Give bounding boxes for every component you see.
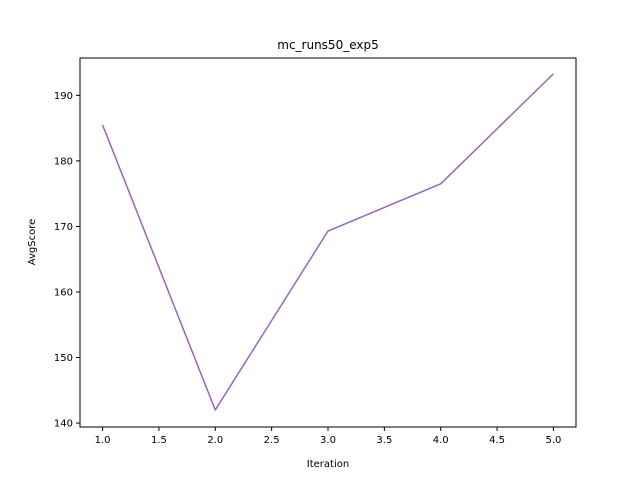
- x-axis: 1.0 1.5 2.0 2.5 3.0 3.5 4.0 4.5 5.0: [95, 427, 562, 446]
- y-tick-label: 180: [54, 156, 73, 167]
- y-tick-label: 150: [54, 353, 73, 364]
- y-tick-label: 160: [54, 287, 73, 298]
- x-axis-label: Iteration: [307, 459, 349, 470]
- x-tick-label: 5.0: [546, 435, 562, 446]
- series-line-0: [101, 73, 554, 411]
- x-tick-label: 1.5: [151, 435, 167, 446]
- x-tick-label: 2.0: [207, 435, 223, 446]
- x-tick-label: 2.5: [264, 435, 280, 446]
- plot-frame: [79, 57, 577, 428]
- y-tick-label: 190: [54, 91, 73, 102]
- y-axis-label: AvgScore: [27, 219, 38, 266]
- x-tick-label: 1.0: [95, 435, 111, 446]
- x-tick-label: 4.5: [489, 435, 505, 446]
- x-tick-label: 3.0: [320, 435, 336, 446]
- plot-area: [101, 73, 554, 411]
- y-tick-label: 140: [54, 419, 73, 430]
- y-axis: 140 150 160 170 180 190: [54, 91, 80, 430]
- x-tick-label: 3.5: [376, 435, 392, 446]
- chart-title: mc_runs50_exp5: [277, 38, 378, 52]
- y-tick-label: 170: [54, 222, 73, 233]
- x-tick-label: 4.0: [433, 435, 449, 446]
